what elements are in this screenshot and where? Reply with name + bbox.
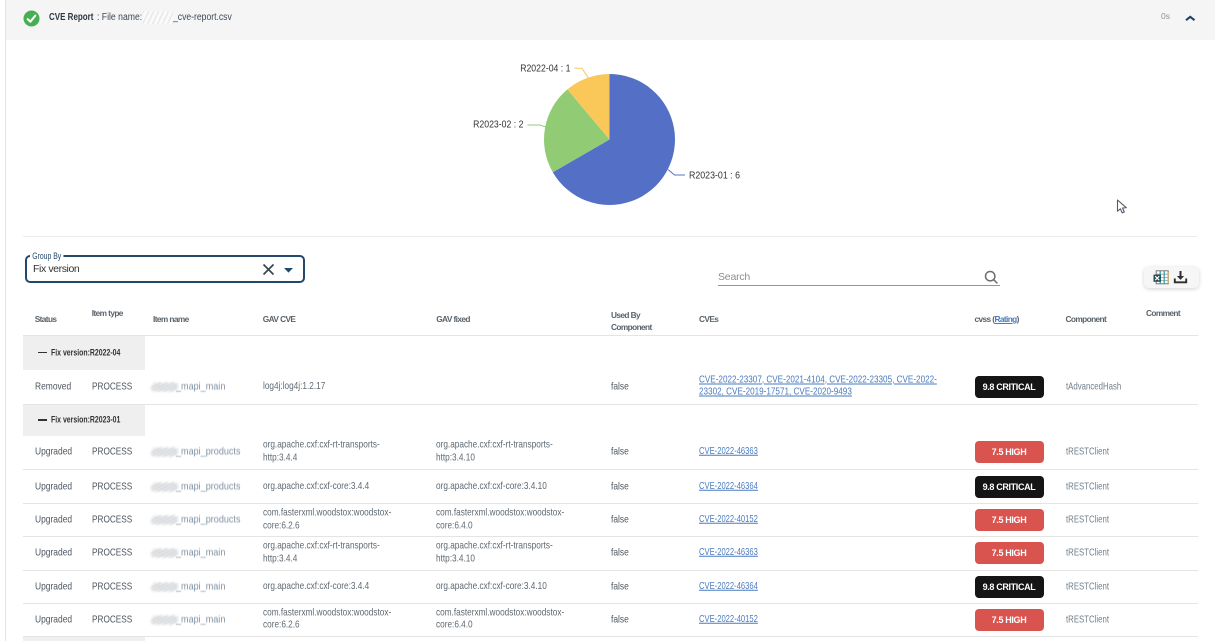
svg-text:R2023-01 : 6: R2023-01 : 6	[689, 171, 740, 182]
svg-text:R2022-04 : 1: R2022-04 : 1	[520, 63, 570, 74]
svg-text:R2023-02 : 2: R2023-02 : 2	[473, 119, 523, 130]
